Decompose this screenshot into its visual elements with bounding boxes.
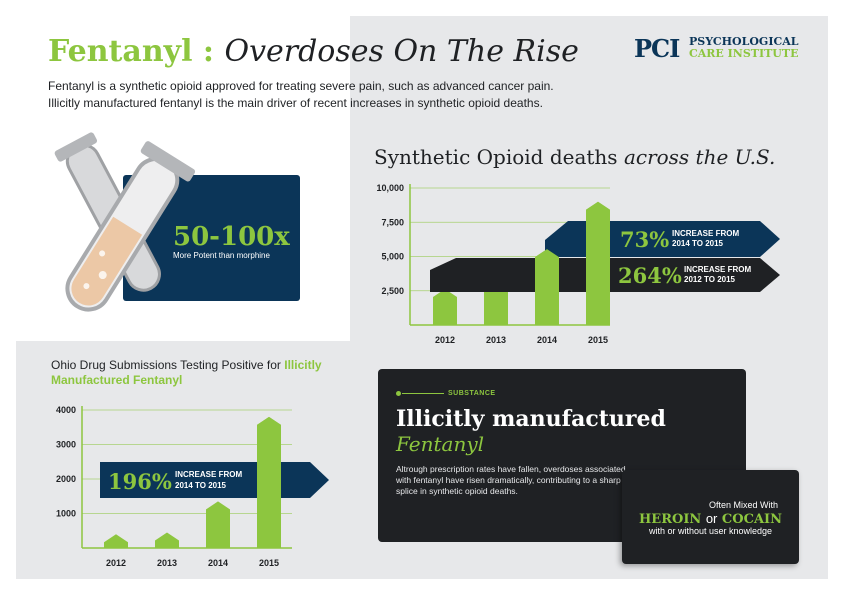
callout-73-line2: 2014 TO 2015: [672, 239, 724, 248]
synthetic-chart-title: Synthetic Opioid deaths across the U.S.: [374, 145, 775, 169]
synthetic-bar-front: [586, 201, 610, 325]
logo-wordmark: PSYCHOLOGICAL CARE INSTITUTE: [689, 36, 798, 60]
ohio-bar: [155, 532, 179, 548]
intro-line-2: Illicitly manufactured fentanyl is the m…: [48, 96, 543, 110]
logo-line-2: CARE INSTITUTE: [689, 47, 799, 60]
mixed-with-substances: HEROIN or COCAIN: [622, 511, 799, 527]
synthetic-bar: [484, 282, 508, 325]
ohio-title-plain: Ohio Drug Submissions Testing Positive f…: [51, 358, 281, 372]
ohio-panel-background: [16, 341, 350, 579]
mixed-or: or: [705, 511, 718, 526]
title-italic: Overdoses On The Rise: [224, 34, 579, 69]
ohio-ytick-label: 2000: [56, 474, 76, 484]
synthetic-bar-front: [535, 249, 559, 325]
pci-logo: PCI PSYCHOLOGICAL CARE INSTITUTE: [634, 34, 798, 63]
callout-264-line1: INCREASE FROM: [684, 265, 751, 274]
synthetic-title-italic: across the U.S.: [623, 145, 776, 169]
sublabel-line: [402, 393, 444, 394]
callout-73-value: 73%: [620, 227, 669, 252]
callout-196-value: 196%: [108, 469, 172, 494]
ohio-title-green: Illicitly Manufactured Fentanyl: [51, 358, 322, 387]
ohio-bar: [104, 534, 128, 548]
synthetic-bar: [433, 288, 457, 325]
card-body-text: Altrough prescription rates have fallen,…: [396, 464, 626, 496]
potency-label: More Potent than morphine: [173, 251, 270, 260]
ohio-xtick-label: 2014: [208, 558, 228, 568]
page-title: Fentanyl : Overdoses On The Rise: [48, 34, 579, 69]
title-main: Fentanyl :: [48, 34, 215, 69]
ohio-xtick-label: 2015: [259, 558, 279, 568]
ohio-bar-front: [257, 416, 281, 548]
ohio-ytick-label: 1000: [56, 509, 76, 519]
logo-mark: PCI: [634, 34, 680, 63]
sublabel-dot: [396, 391, 401, 396]
intro-line-1: Fentanyl is a synthetic opioid approved …: [48, 79, 554, 93]
substance-sublabel: SUBSTANCE: [448, 390, 496, 397]
synthetic-ytick-label: 5,000: [381, 252, 404, 262]
synthetic-xtick-label: 2012: [435, 335, 455, 345]
ohio-ytick-label: 3000: [56, 440, 76, 450]
synthetic-title-plain: Synthetic Opioid deaths: [374, 145, 618, 169]
potency-value: 50-100x: [173, 222, 290, 252]
synthetic-ytick-label: 10,000: [376, 183, 404, 193]
synthetic-xtick-label: 2013: [486, 335, 506, 345]
mixed-with-line-3: with or without user knowledge: [648, 526, 773, 536]
synthetic-xtick-label: 2015: [588, 335, 608, 345]
logo-line-1: PSYCHOLOGICAL: [689, 35, 799, 48]
mixed-heroin: HEROIN: [639, 512, 702, 527]
ohio-xtick-label: 2013: [157, 558, 177, 568]
callout-73-line1: INCREASE FROM: [672, 229, 739, 238]
card-heading-2: Fentanyl: [396, 432, 485, 456]
ohio-bar: [206, 501, 230, 548]
card-heading-1: Illicitly manufactured: [396, 406, 666, 432]
ohio-ytick-label: 4000: [56, 405, 76, 415]
callout-264-value: 264%: [618, 263, 682, 288]
callout-264-line2: 2012 TO 2015: [684, 275, 736, 284]
ohio-chart-title: Ohio Drug Submissions Testing Positive f…: [51, 358, 346, 388]
synthetic-xtick-label: 2014: [537, 335, 557, 345]
mixed-cocain: COCAIN: [721, 512, 782, 527]
intro-text: Fentanyl is a synthetic opioid approved …: [48, 78, 608, 112]
callout-196-line2: 2014 TO 2015: [175, 481, 227, 490]
callout-196-line1: INCREASE FROM: [175, 470, 242, 479]
synthetic-ytick-label: 2,500: [381, 286, 404, 296]
synthetic-ytick-label: 7,500: [381, 217, 404, 227]
mixed-with-line-1: Often Mixed With: [708, 500, 778, 510]
ohio-xtick-label: 2012: [106, 558, 126, 568]
mixed-with-box: [622, 470, 799, 564]
